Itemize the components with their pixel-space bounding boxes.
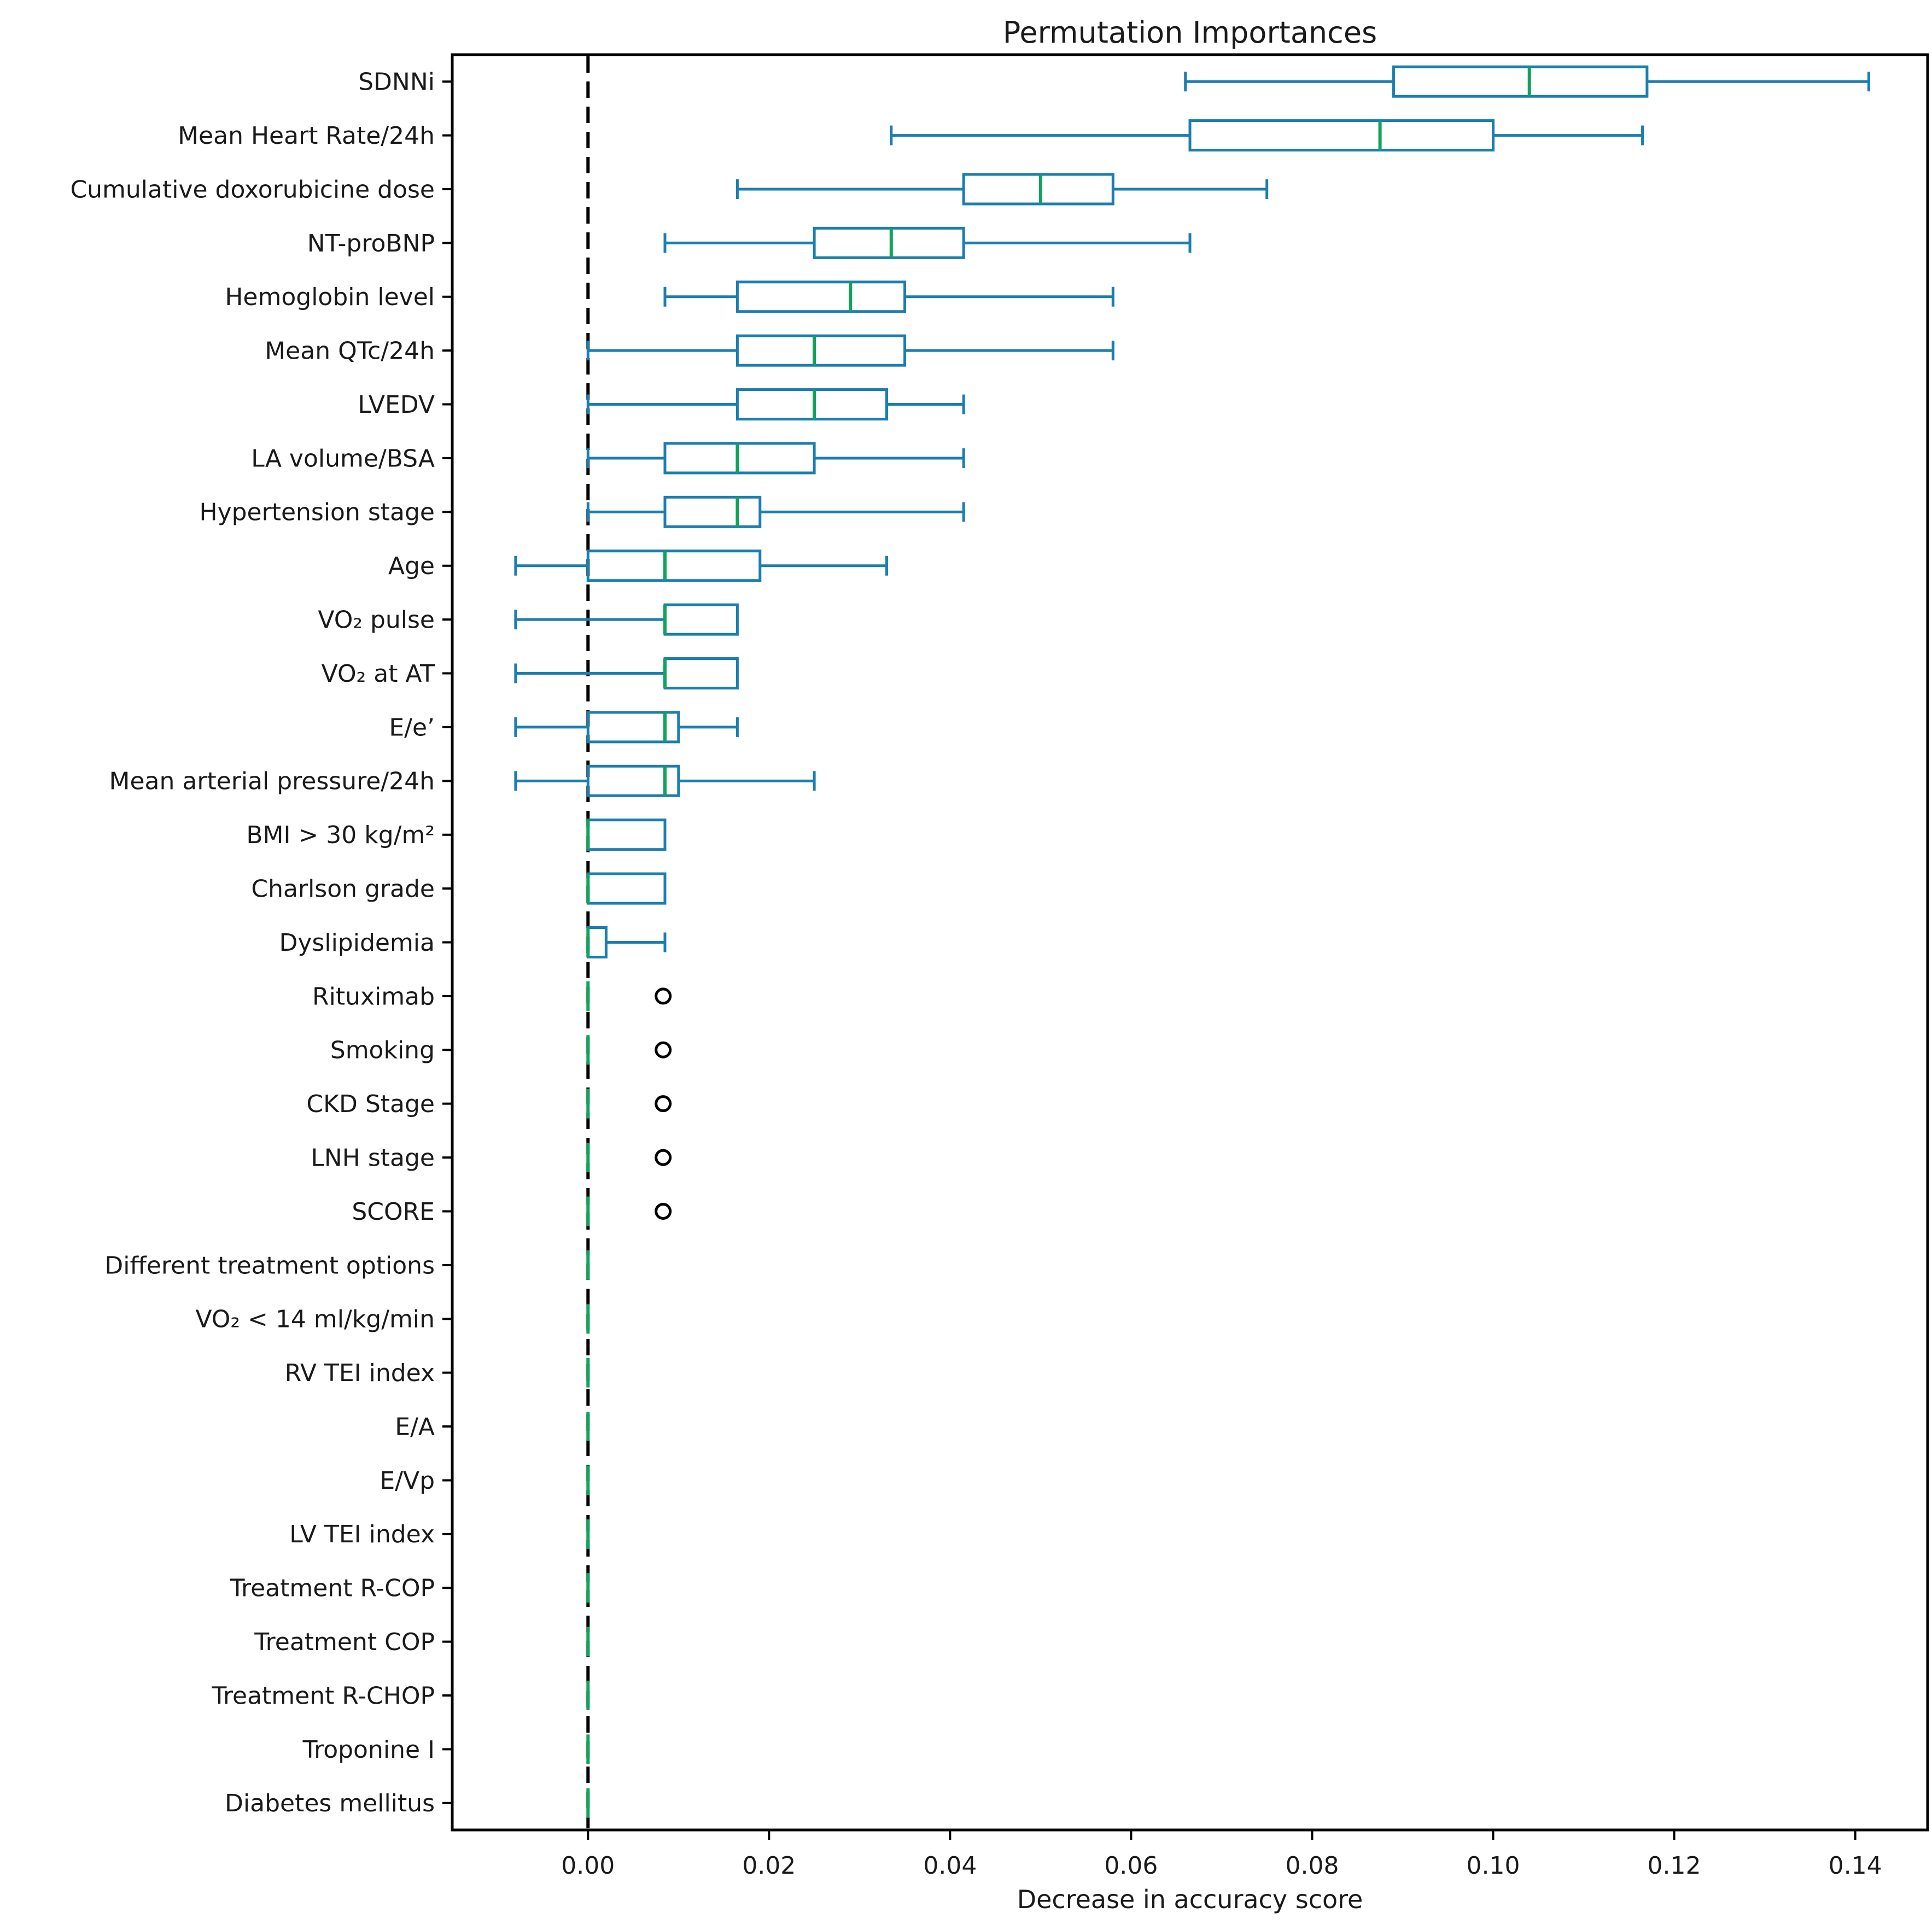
box bbox=[736, 334, 907, 367]
boxplot-row bbox=[586, 388, 965, 421]
boxplot-row bbox=[514, 549, 889, 582]
boxplot-row bbox=[514, 657, 739, 690]
boxplot-row bbox=[586, 1089, 672, 1119]
x-tick-label: 0.02 bbox=[742, 1852, 796, 1880]
boxplot-row bbox=[586, 926, 667, 958]
x-tick-label: 0.04 bbox=[923, 1852, 977, 1880]
y-tick-label: SDNNi bbox=[358, 68, 435, 96]
y-tick-label: E/Vp bbox=[380, 1467, 435, 1495]
outlier-marker bbox=[655, 1095, 672, 1113]
x-axis-label: Decrease in accuracy score bbox=[1017, 1885, 1363, 1914]
boxplot-row bbox=[1184, 65, 1870, 98]
boxplot-row bbox=[514, 711, 739, 744]
y-tick-label: Treatment R-COP bbox=[230, 1575, 435, 1603]
y-tick-label: VO₂ pulse bbox=[318, 606, 435, 634]
x-tick-label: 0.08 bbox=[1285, 1852, 1339, 1880]
boxplot-row bbox=[586, 1196, 672, 1226]
y-tick-label: Troponine I bbox=[302, 1736, 435, 1764]
box bbox=[586, 549, 762, 582]
boxplot-row bbox=[586, 872, 667, 905]
y-tick-label: Age bbox=[388, 552, 435, 580]
chart-title: Permutation Importances bbox=[1003, 15, 1377, 50]
box bbox=[586, 711, 680, 744]
boxplot-row bbox=[586, 1035, 672, 1065]
box bbox=[663, 495, 762, 528]
box bbox=[736, 280, 907, 313]
boxplot-row bbox=[586, 495, 965, 528]
y-tick-label: Charlson grade bbox=[251, 875, 435, 903]
box bbox=[1188, 119, 1495, 152]
outlier-marker bbox=[655, 1149, 672, 1166]
y-tick-label: Diabetes mellitus bbox=[225, 1790, 435, 1817]
x-tick-label: 0.00 bbox=[561, 1852, 615, 1880]
y-tick-label: RV TEI index bbox=[285, 1359, 435, 1387]
outlier-marker bbox=[655, 987, 672, 1005]
y-tick-label: Mean QTc/24h bbox=[265, 337, 435, 365]
boxplot-row bbox=[663, 226, 1192, 259]
boxplot-row bbox=[586, 442, 965, 475]
y-tick-label: E/e’ bbox=[389, 714, 435, 741]
y-tick-label: Mean arterial pressure/24h bbox=[109, 768, 435, 796]
boxplot-row bbox=[586, 1143, 672, 1173]
boxplot-row bbox=[586, 981, 672, 1011]
y-tick-label: Different treatment options bbox=[104, 1252, 435, 1279]
y-tick-label: SCORE bbox=[352, 1198, 435, 1226]
y-tick-label: LVEDV bbox=[358, 391, 435, 419]
box bbox=[962, 173, 1114, 206]
plot-area bbox=[452, 55, 1928, 1830]
y-tick-label: E/A bbox=[395, 1413, 435, 1441]
y-tick-label: Mean Heart Rate/24h bbox=[178, 122, 435, 150]
box bbox=[736, 388, 889, 421]
y-tick-label: Hemoglobin level bbox=[225, 283, 435, 311]
axes-border bbox=[451, 53, 1929, 1832]
x-tick-label: 0.14 bbox=[1829, 1852, 1882, 1880]
boxplot-layer bbox=[514, 65, 1870, 1818]
y-tick-label: Rituximab bbox=[312, 983, 435, 1010]
boxplot-row bbox=[736, 173, 1269, 206]
outlier-marker bbox=[655, 1202, 672, 1220]
y-tick-label: LV TEI index bbox=[289, 1521, 435, 1548]
y-tick-label: BMI > 30 kg/m² bbox=[246, 821, 435, 849]
box bbox=[663, 442, 816, 475]
boxplot-row bbox=[514, 603, 739, 636]
y-tick-label: LNH stage bbox=[311, 1144, 435, 1172]
y-tick-label: CKD Stage bbox=[306, 1090, 435, 1118]
y-tick-label: VO₂ at AT bbox=[322, 660, 435, 688]
y-tick-label: Treatment COP bbox=[254, 1628, 435, 1656]
y-tick-label: LA volume/BSA bbox=[251, 445, 435, 472]
x-tick-label: 0.06 bbox=[1104, 1852, 1158, 1880]
x-tick-label: 0.12 bbox=[1648, 1852, 1701, 1880]
boxplot-row bbox=[890, 119, 1644, 152]
box bbox=[813, 226, 965, 259]
x-tick-label: 0.10 bbox=[1467, 1852, 1520, 1880]
outlier-marker bbox=[655, 1041, 672, 1059]
y-tick-label: Hypertension stage bbox=[199, 499, 435, 527]
y-tick-label: Cumulative doxorubicine dose bbox=[70, 176, 435, 203]
y-tick-label: Treatment R-CHOP bbox=[211, 1682, 435, 1710]
boxplot-row bbox=[514, 764, 816, 797]
boxplot-row bbox=[586, 818, 667, 851]
y-tick-label: VO₂ < 14 ml/kg/min bbox=[195, 1306, 435, 1334]
boxplot-row bbox=[586, 334, 1114, 367]
y-tick-label: Smoking bbox=[330, 1037, 435, 1065]
axis-layer: SDNNi Mean Heart Rate/24h Cumulative doxor… bbox=[70, 68, 1882, 1880]
boxplot-row bbox=[663, 280, 1114, 313]
y-tick-label: Dyslipidemia bbox=[279, 929, 435, 957]
box bbox=[1392, 65, 1649, 98]
y-tick-label: NT-proBNP bbox=[307, 230, 435, 258]
box bbox=[586, 764, 680, 797]
